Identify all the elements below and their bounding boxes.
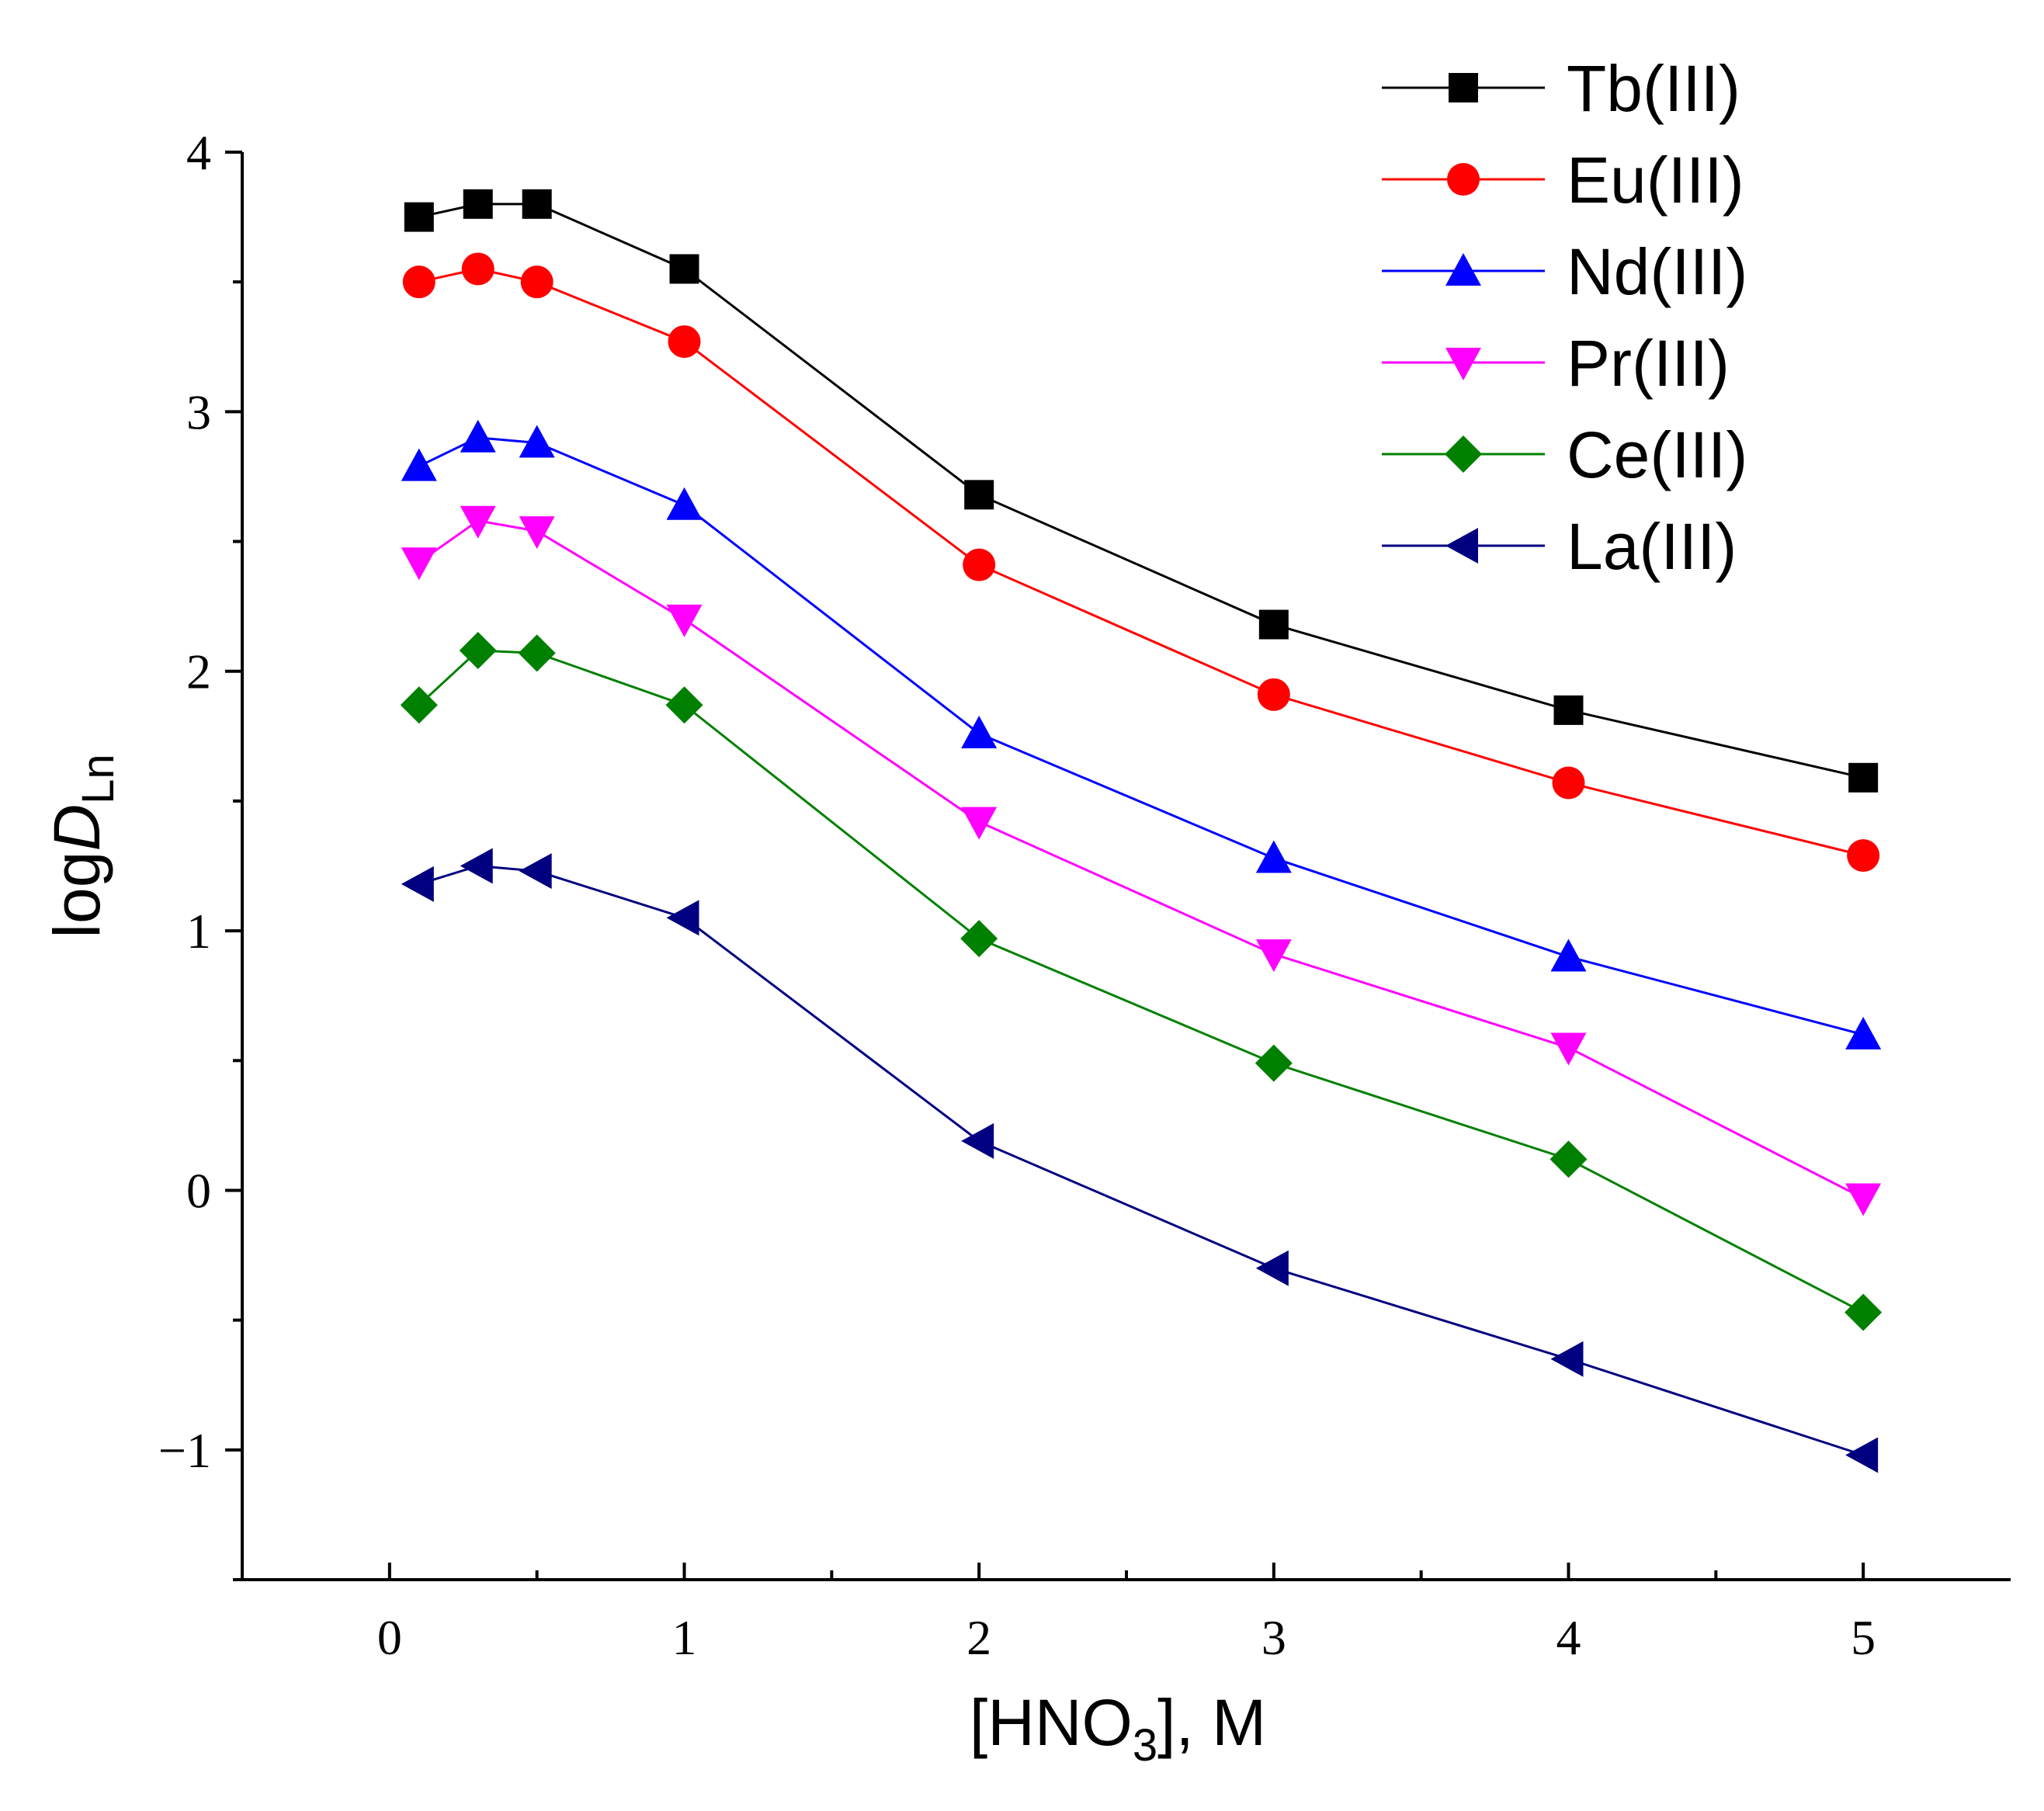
- legend-item-tb-iii: Tb(III): [1382, 52, 1740, 125]
- data-point-ce-iii: [665, 686, 703, 724]
- data-point-tb-iii: [404, 202, 434, 232]
- data-point-nd-iii: [460, 419, 496, 453]
- data-point-ce-iii: [1255, 1044, 1293, 1082]
- legend-marker: [1445, 253, 1481, 286]
- series-tb-iii: [404, 189, 1879, 793]
- x-tick-label: 4: [1556, 1610, 1581, 1665]
- legend-item-ce-iii: Ce(III): [1382, 418, 1747, 491]
- y-tick-label: 0: [186, 1163, 211, 1218]
- data-point-tb-iii: [1848, 762, 1879, 793]
- y-axis-title: logDLn: [40, 754, 123, 938]
- data-point-eu-iii: [668, 325, 701, 359]
- data-point-eu-iii: [963, 548, 996, 581]
- legend: Tb(III) Eu(III) Nd(III) Pr(III) Ce(III) La(II…: [1382, 52, 1747, 583]
- data-point-nd-iii: [1255, 840, 1292, 873]
- series-la-iii: [401, 848, 1879, 1473]
- legend-label: Nd(III): [1567, 235, 1747, 308]
- legend-marker: [1449, 73, 1478, 102]
- x-tick-label: 5: [1851, 1610, 1876, 1665]
- data-point-la-iii: [519, 853, 552, 890]
- data-point-ce-iii: [1549, 1140, 1588, 1178]
- y-tick-label: 1: [186, 904, 211, 959]
- axes: −1 0 1 2 3 4 0 1 2 3 4 5: [158, 125, 2011, 1665]
- data-point-eu-iii: [461, 252, 495, 286]
- y-tick-label: 3: [186, 384, 211, 439]
- legend-item-eu-iii: Eu(III): [1382, 144, 1744, 217]
- data-point-pr-iii: [460, 505, 496, 539]
- data-point-la-iii: [1550, 1341, 1584, 1377]
- series-pr-iii: [401, 505, 1882, 1216]
- legend-marker: [1445, 528, 1478, 564]
- data-point-pr-iii: [1845, 1183, 1882, 1216]
- y-tick-label: 2: [186, 644, 211, 699]
- data-point-pr-iii: [401, 547, 437, 581]
- legend-marker: [1445, 348, 1481, 380]
- data-point-pr-iii: [666, 604, 703, 637]
- data-point-la-iii: [460, 848, 493, 884]
- data-point-ce-iii: [960, 920, 998, 958]
- legend-label: Pr(III): [1567, 327, 1730, 400]
- data-point-eu-iii: [1847, 839, 1880, 873]
- data-point-eu-iii: [1552, 766, 1585, 800]
- legend-label: Ce(III): [1567, 418, 1747, 491]
- data-point-nd-iii: [961, 715, 998, 748]
- data-point-nd-iii: [519, 425, 555, 458]
- data-point-pr-iii: [1550, 1032, 1587, 1066]
- legend-label: Eu(III): [1567, 144, 1744, 217]
- data-point-ce-iii: [518, 634, 556, 672]
- data-point-nd-iii: [401, 448, 437, 481]
- data-point-tb-iii: [964, 480, 994, 510]
- data-point-ce-iii: [400, 686, 438, 724]
- data-point-la-iii: [666, 900, 699, 936]
- x-tick-label: 2: [966, 1610, 991, 1665]
- data-point-nd-iii: [1845, 1016, 1882, 1049]
- data-point-nd-iii: [666, 487, 703, 520]
- x-tick-label: 3: [1261, 1610, 1286, 1665]
- data-point-la-iii: [401, 866, 434, 902]
- data-point-pr-iii: [961, 807, 998, 840]
- legend-label: La(III): [1567, 510, 1737, 583]
- data-point-tb-iii: [669, 254, 699, 284]
- legend-item-pr-iii: Pr(III): [1382, 327, 1730, 400]
- y-tick-label: 4: [186, 125, 211, 180]
- data-point-pr-iii: [519, 516, 555, 550]
- data-point-nd-iii: [1550, 938, 1587, 972]
- data-point-pr-iii: [1255, 939, 1292, 973]
- data-point-tb-iii: [1553, 695, 1584, 725]
- x-tick-label: 1: [672, 1610, 697, 1665]
- data-point-eu-iii: [402, 265, 436, 299]
- series-nd-iii: [401, 419, 1882, 1049]
- legend-label: Tb(III): [1567, 52, 1740, 125]
- legend-item-la-iii: La(III): [1382, 510, 1737, 583]
- series-line-pr-iii: [418, 519, 1864, 1199]
- data-point-la-iii: [1255, 1250, 1289, 1286]
- series-line-la-iii: [418, 864, 1864, 1456]
- data-point-la-iii: [961, 1122, 994, 1159]
- data-point-eu-iii: [1257, 678, 1290, 711]
- series-ce-iii: [400, 631, 1883, 1331]
- series-eu-iii: [402, 252, 1880, 873]
- data-point-tb-iii: [1258, 609, 1289, 640]
- series-line-ce-iii: [418, 649, 1864, 1313]
- x-axis-title: [HNO3], M: [970, 1686, 1266, 1771]
- data-point-tb-iii: [522, 189, 552, 219]
- data-point-la-iii: [1845, 1437, 1879, 1473]
- data-point-ce-iii: [1844, 1293, 1883, 1331]
- legend-marker: [1445, 435, 1482, 473]
- data-point-ce-iii: [459, 631, 497, 669]
- legend-item-nd-iii: Nd(III): [1382, 235, 1747, 308]
- series-layer: [400, 189, 1883, 1473]
- y-tick-label: −1: [158, 1423, 211, 1478]
- legend-marker: [1447, 163, 1480, 196]
- data-point-eu-iii: [520, 265, 554, 299]
- x-tick-label: 0: [377, 1610, 402, 1665]
- data-point-tb-iii: [463, 189, 493, 219]
